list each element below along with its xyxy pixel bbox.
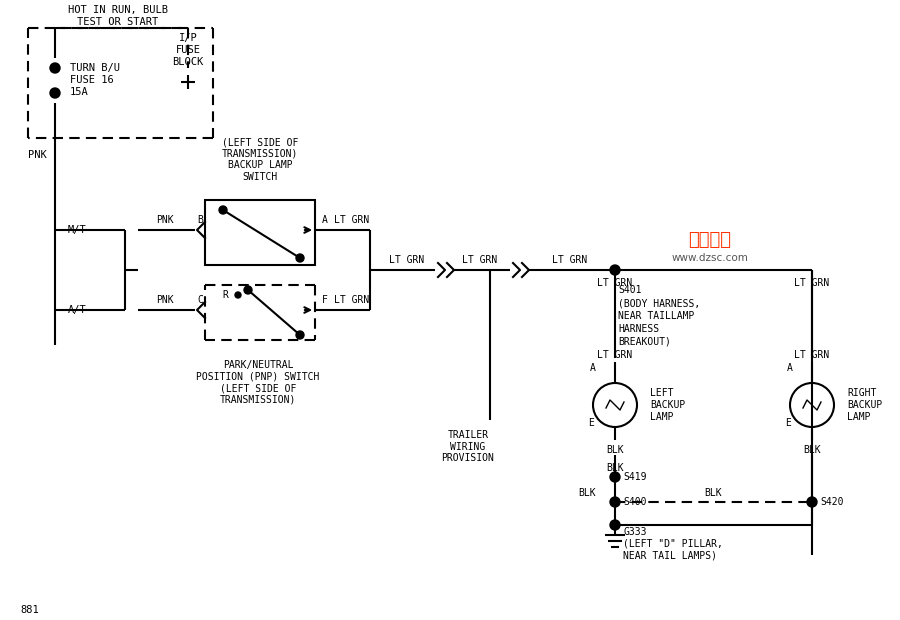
Text: S400: S400 [623,497,646,507]
Text: G333
(LEFT "D" PILLAR,
NEAR TAIL LAMPS): G333 (LEFT "D" PILLAR, NEAR TAIL LAMPS) [623,527,723,560]
Text: LT GRN: LT GRN [598,278,633,288]
Text: S401: S401 [618,285,642,295]
Text: LT GRN: LT GRN [553,255,588,265]
Text: 维库一下: 维库一下 [688,231,732,249]
Circle shape [296,331,304,339]
Text: LEFT
BACKUP
LAMP: LEFT BACKUP LAMP [650,388,685,422]
Circle shape [807,497,817,507]
Circle shape [244,286,252,294]
Text: E: E [588,418,594,428]
Text: HARNESS: HARNESS [618,324,659,334]
Text: HOT IN RUN, BULB
TEST OR START: HOT IN RUN, BULB TEST OR START [68,5,168,27]
Text: F: F [322,295,328,305]
Text: PNK: PNK [157,215,174,225]
Text: LT GRN: LT GRN [795,278,830,288]
Text: PARK/NEUTRAL
POSITION (PNP) SWITCH
(LEFT SIDE OF
TRANSMISSION): PARK/NEUTRAL POSITION (PNP) SWITCH (LEFT… [196,360,320,405]
Text: S420: S420 [820,497,843,507]
Circle shape [235,292,241,298]
Circle shape [296,254,304,262]
Text: A: A [322,215,328,225]
Text: PNK: PNK [28,150,47,160]
Text: www.dzsc.com: www.dzsc.com [671,253,749,263]
Text: (BODY HARNESS,: (BODY HARNESS, [618,298,700,308]
Text: E: E [785,418,791,428]
Text: M/T: M/T [68,225,86,235]
Text: TURN B/U
FUSE 16
15A: TURN B/U FUSE 16 15A [70,63,120,97]
Text: LT GRN: LT GRN [795,350,830,360]
Text: LT GRN: LT GRN [598,350,633,360]
Text: RIGHT
BACKUP
LAMP: RIGHT BACKUP LAMP [847,388,882,422]
Bar [205,200,315,265]
Text: BLK: BLK [578,488,596,498]
Circle shape [610,497,620,507]
Text: PNK: PNK [157,295,174,305]
Text: A: A [590,363,596,373]
Text: BLK: BLK [607,463,624,473]
Text: B: B [197,215,202,225]
Text: BLK: BLK [803,445,821,455]
Text: (LEFT SIDE OF
TRANSMISSION)
BACKUP LAMP
SWITCH: (LEFT SIDE OF TRANSMISSION) BACKUP LAMP … [221,137,298,182]
Text: R: R [222,290,228,300]
Text: S419: S419 [623,472,646,482]
Text: A/T: A/T [68,305,86,315]
Text: LT GRN: LT GRN [390,255,425,265]
Text: BLK: BLK [607,445,624,455]
Text: 881: 881 [20,605,39,615]
Text: NEAR TAILLAMP: NEAR TAILLAMP [618,311,695,321]
Circle shape [610,520,620,530]
Text: A: A [788,363,793,373]
Bar [205,285,315,340]
Text: C: C [197,295,202,305]
Text: LT GRN: LT GRN [463,255,498,265]
Text: TRAILER
WIRING
PROVISION: TRAILER WIRING PROVISION [442,430,494,463]
Text: LT GRN: LT GRN [335,295,370,305]
Text: I/P
FUSE
BLOCK: I/P FUSE BLOCK [173,33,203,66]
Circle shape [50,63,60,73]
Circle shape [219,206,227,214]
Text: BREAKOUT): BREAKOUT) [618,337,670,347]
Circle shape [50,88,60,98]
Text: LT GRN: LT GRN [335,215,370,225]
Circle shape [610,472,620,482]
Circle shape [610,265,620,275]
Text: BLK: BLK [704,488,722,498]
